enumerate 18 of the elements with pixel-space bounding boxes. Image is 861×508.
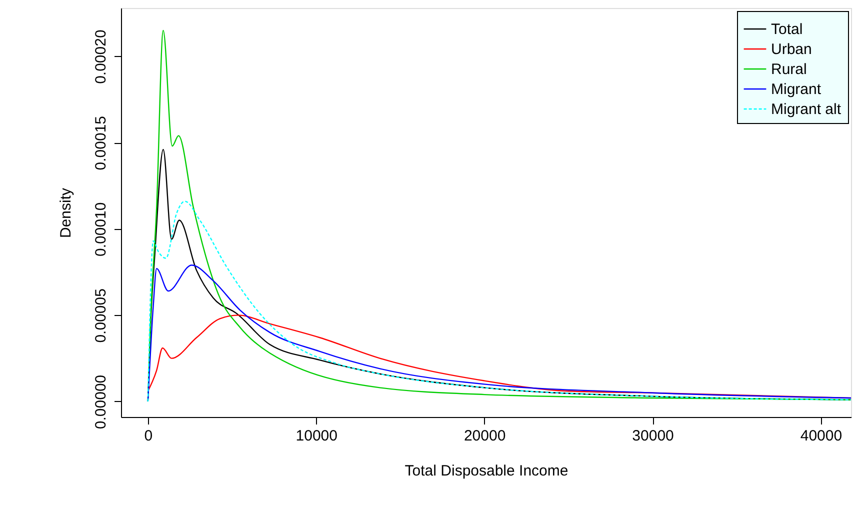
y-tick-label: 0.00020 (92, 30, 110, 84)
y-tick-label: 0.00015 (92, 116, 110, 170)
legend-label: Urban (771, 41, 812, 58)
legend-label: Rural (771, 61, 807, 78)
x-tick-label: 20000 (464, 428, 506, 444)
line-series (147, 200, 851, 402)
legend-label: Migrant (771, 81, 822, 98)
legend-label: Total (771, 21, 803, 38)
legend-label: Migrant alt (771, 101, 842, 118)
y-tick-label: 0.00000 (92, 374, 110, 430)
x-axis-title: Total Disposable Income (404, 462, 568, 480)
x-tick-label: 10000 (296, 428, 338, 444)
x-tick-label: 30000 (632, 428, 674, 444)
x-tick-label: 40000 (800, 428, 842, 444)
x-tick-label: 0 (144, 428, 153, 444)
y-tick-label: 0.00010 (92, 202, 110, 257)
y-axis-title: Density (58, 188, 74, 238)
y-tick-label: 0.00005 (92, 288, 110, 343)
